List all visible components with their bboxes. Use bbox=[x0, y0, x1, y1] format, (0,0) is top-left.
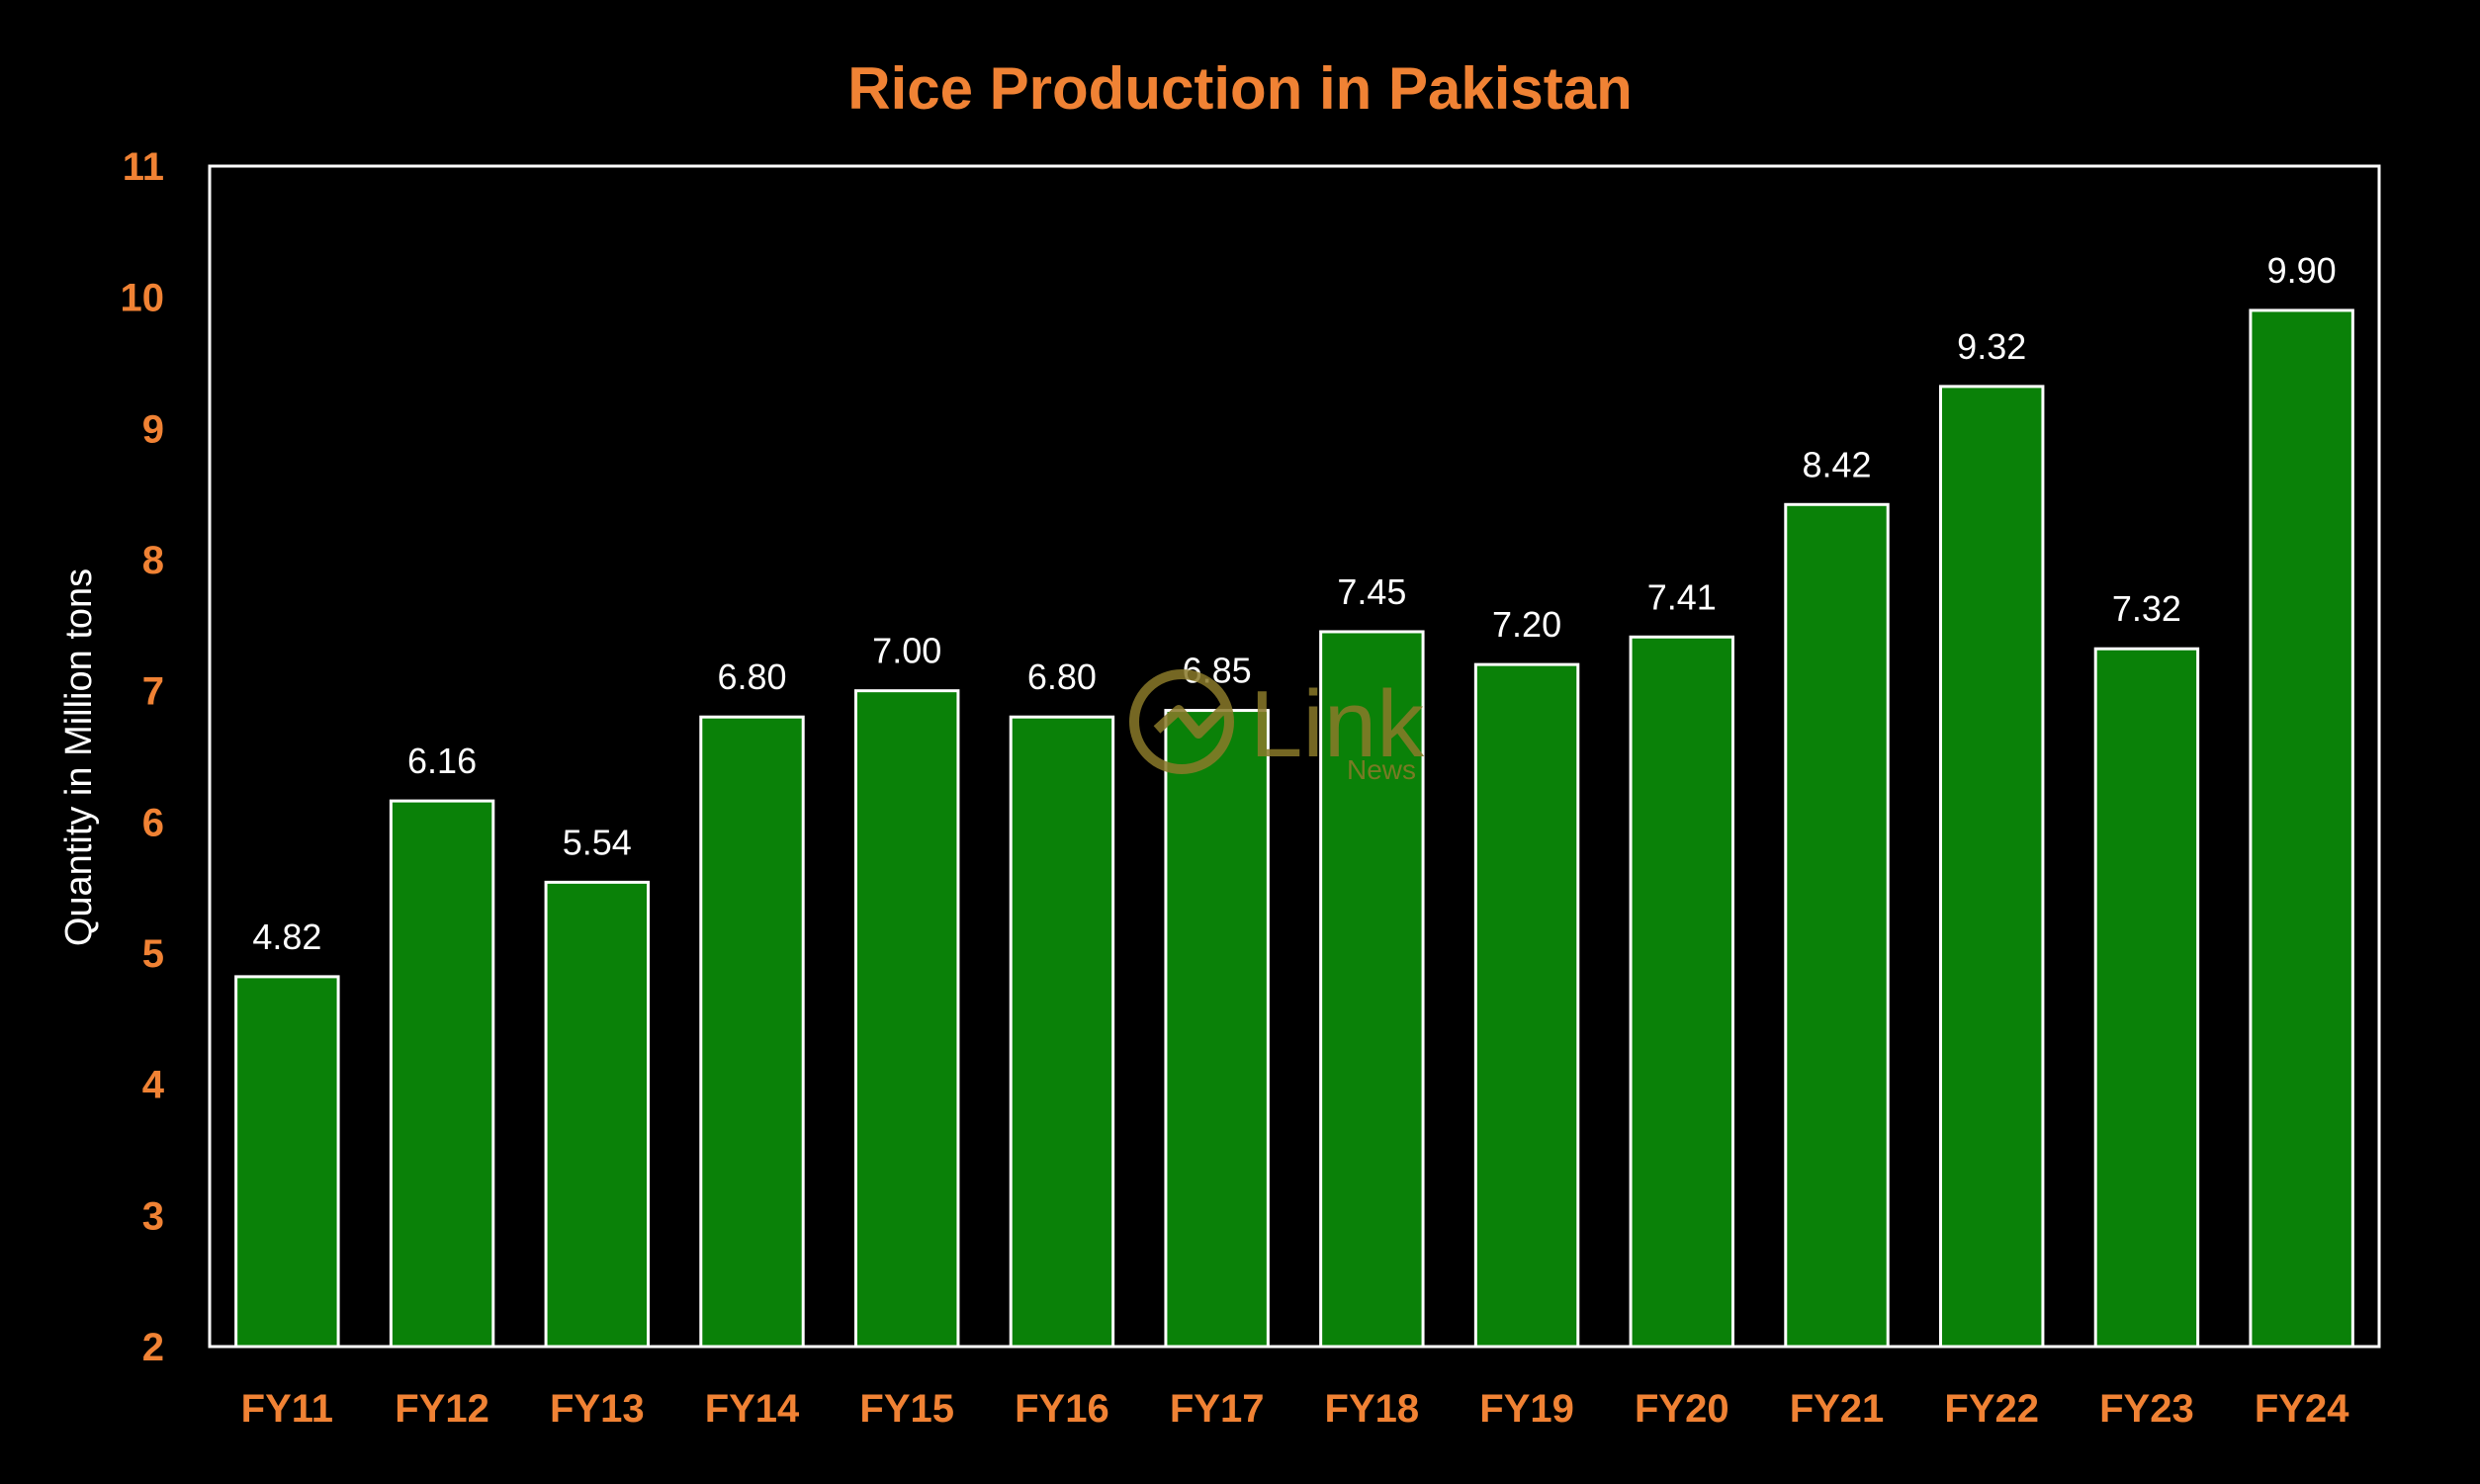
x-tick-label: FY19 bbox=[1479, 1387, 1574, 1431]
bar-value-label: 9.90 bbox=[2267, 250, 2337, 291]
bar bbox=[544, 880, 651, 1349]
bar bbox=[699, 715, 805, 1349]
x-axis-ticks: FY11 FY12 FY13 FY14 FY15 FY16 FY17 FY18 FY19 FY20… bbox=[241, 1387, 2350, 1431]
x-tick-label: FY24 bbox=[2255, 1387, 2349, 1431]
bar bbox=[234, 975, 340, 1349]
x-tick-label: FY13 bbox=[550, 1387, 645, 1431]
bar-value-label: 9.32 bbox=[1957, 326, 2026, 367]
watermark-subword: News bbox=[1347, 754, 1416, 785]
bar bbox=[2093, 647, 2200, 1349]
x-tick-label: FY12 bbox=[395, 1387, 489, 1431]
bar bbox=[1319, 630, 1425, 1349]
bar bbox=[1629, 635, 1735, 1349]
x-tick-label: FY17 bbox=[1170, 1387, 1265, 1431]
bar-data-labels: 4.826.165.546.807.006.80 6.857.457.207.41… bbox=[252, 250, 2336, 957]
bar-value-label: 6.16 bbox=[407, 741, 477, 781]
bar-value-label: 7.20 bbox=[1492, 604, 1561, 645]
y-tick-label: 9 bbox=[142, 407, 164, 451]
x-tick-label: FY21 bbox=[1790, 1387, 1885, 1431]
bar bbox=[1164, 709, 1270, 1349]
bar bbox=[853, 689, 960, 1349]
bar bbox=[1473, 662, 1580, 1349]
x-tick-label: FY11 bbox=[241, 1387, 333, 1431]
link-news-logo-icon bbox=[1129, 669, 1234, 774]
bar bbox=[2249, 308, 2354, 1349]
bar-value-label: 7.41 bbox=[1647, 576, 1717, 617]
x-tick-label: FY20 bbox=[1635, 1387, 1729, 1431]
link-news-watermark: Link News bbox=[1129, 669, 1425, 785]
y-tick-label: 5 bbox=[142, 932, 164, 976]
bar-value-label: 4.82 bbox=[252, 917, 321, 957]
bar-value-label: 8.42 bbox=[1802, 444, 1871, 484]
plot-frame bbox=[208, 164, 2381, 1349]
y-tick-label: 11 bbox=[123, 145, 164, 189]
bar-value-label: 5.54 bbox=[563, 822, 632, 862]
chart-title: Rice Production in Pakistan bbox=[847, 55, 1633, 122]
bar bbox=[1938, 385, 2045, 1349]
x-tick-label: FY14 bbox=[705, 1387, 800, 1431]
watermark-word: Link bbox=[1250, 671, 1425, 777]
x-tick-label: FY22 bbox=[1944, 1387, 2039, 1431]
x-tick-label: FY23 bbox=[2099, 1387, 2194, 1431]
bar bbox=[1784, 502, 1890, 1349]
bar-value-label: 7.45 bbox=[1337, 571, 1406, 612]
bar-series bbox=[234, 308, 2354, 1349]
x-tick-label: FY15 bbox=[859, 1387, 954, 1431]
y-tick-label: 7 bbox=[142, 670, 164, 714]
bar-value-label: 6.80 bbox=[1027, 656, 1097, 697]
y-tick-label: 3 bbox=[142, 1194, 164, 1238]
x-tick-label: FY18 bbox=[1325, 1387, 1420, 1431]
y-axis-label: Quantity in Million tons bbox=[58, 568, 100, 946]
bar-value-label: 7.00 bbox=[872, 631, 941, 671]
x-tick-label: FY16 bbox=[1015, 1387, 1109, 1431]
bar-value-label: 6.80 bbox=[717, 656, 786, 697]
y-tick-label: 6 bbox=[142, 801, 164, 844]
y-axis-ticks: 2 3 4 5 6 7 8 9 10 11 bbox=[121, 145, 165, 1369]
y-tick-label: 10 bbox=[121, 277, 165, 320]
bar-value-label: 7.32 bbox=[2112, 588, 2181, 629]
bar bbox=[389, 799, 495, 1349]
y-tick-label: 8 bbox=[142, 539, 164, 582]
y-tick-label: 2 bbox=[142, 1326, 164, 1369]
y-tick-label: 4 bbox=[142, 1064, 165, 1107]
bar bbox=[1009, 715, 1115, 1349]
